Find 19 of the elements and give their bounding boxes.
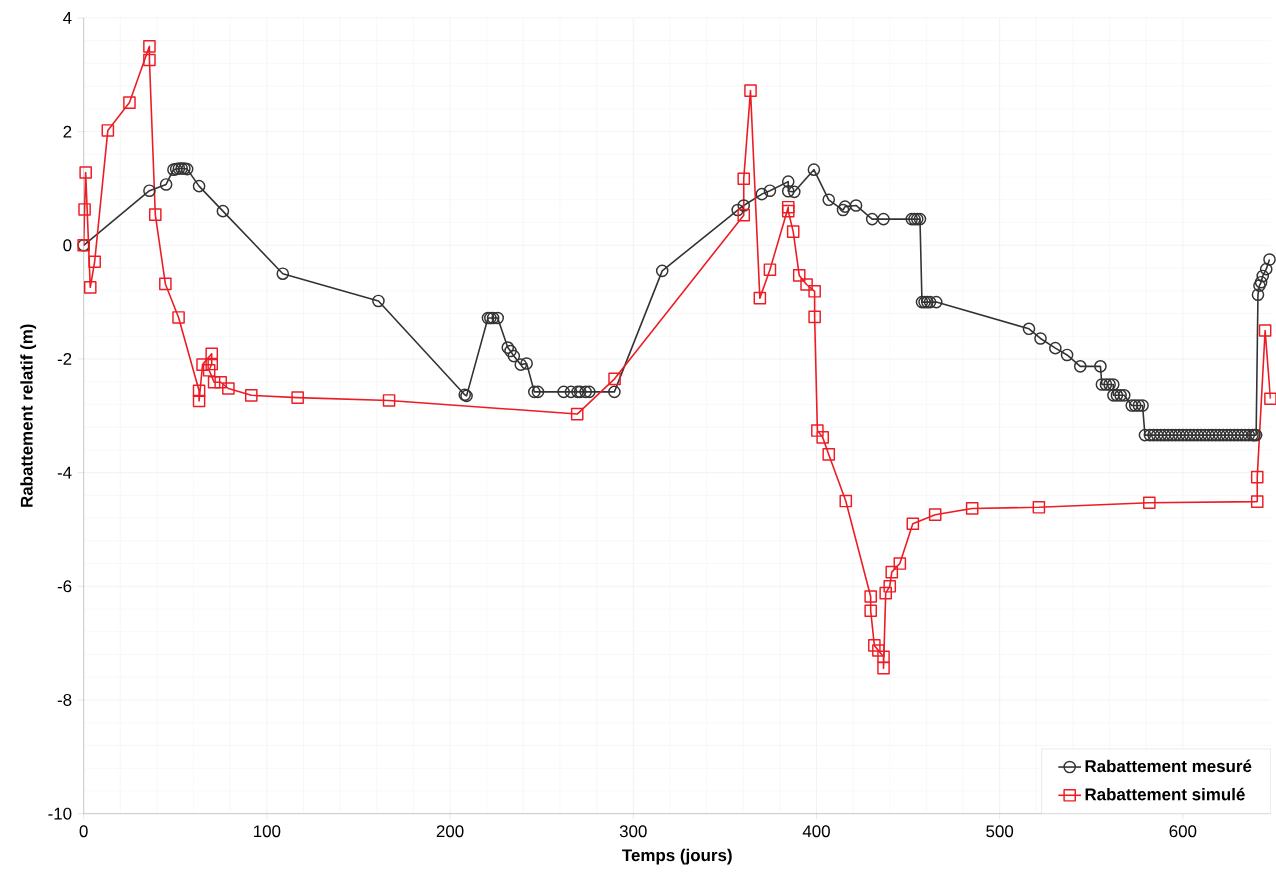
y-tick-label: -10 [48,807,72,820]
y-tick-label: 0 [63,239,72,252]
x-tick-label: 300 [619,825,647,838]
x-tick-label: 100 [254,825,281,838]
x-axis-title: Temps (jours) [622,848,732,865]
x-tick-label: 200 [436,825,464,838]
legend-label: Rabattement mesuré [1085,759,1252,772]
x-tick-label: 400 [802,825,830,838]
legend-label: Rabattement simulé [1085,787,1245,801]
y-tick-label: 2 [63,125,72,138]
x-tick-label: 500 [986,825,1014,838]
y-tick-label: -4 [57,466,72,479]
y-tick-label: -6 [57,580,72,593]
y-tick-label: -2 [57,352,72,365]
x-tick-label: 600 [1169,825,1197,838]
y-axis-title: Rabattement relatif (m) [20,324,37,507]
x-tick-label: 0 [79,825,88,838]
y-tick-label: 4 [63,11,72,24]
y-tick-label: -8 [57,693,72,706]
